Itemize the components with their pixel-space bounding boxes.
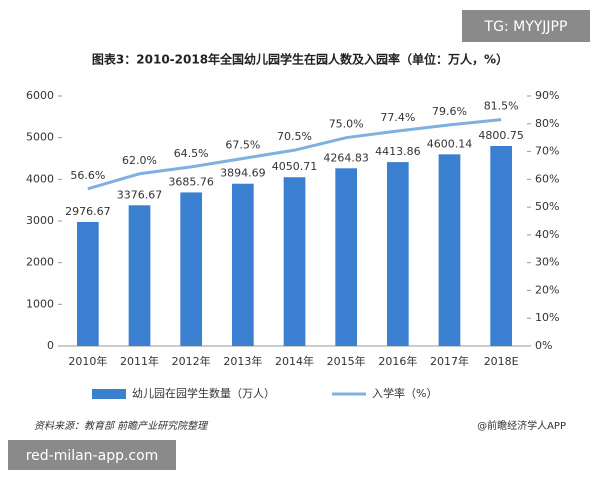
line-value-label: 67.5% — [225, 139, 260, 152]
bar-value-label: 2976.67 — [65, 205, 111, 218]
y2-tick-label: 20% — [535, 283, 559, 296]
line-value-label: 56.6% — [70, 169, 105, 182]
y-tick-label: 1000 — [26, 297, 54, 310]
bar-value-label: 4800.75 — [478, 129, 524, 142]
y-tick-label: 5000 — [26, 131, 54, 144]
bar-value-label: 3376.67 — [117, 188, 163, 201]
source-note: 资料来源：教育部 前瞻产业研究院整理 — [34, 420, 209, 432]
watermark: TG: MYYJJPP — [484, 19, 568, 35]
bar-value-label: 3894.69 — [220, 167, 266, 180]
bar — [490, 145, 513, 346]
watermark-box — [462, 10, 590, 42]
bar-value-label: 4050.71 — [272, 160, 318, 173]
line-value-label: 79.6% — [432, 105, 467, 118]
y2-tick-label: 70% — [535, 145, 559, 158]
x-tick-label: 2017年 — [430, 354, 469, 368]
line — [87, 118, 502, 191]
x-tick-label: 2015年 — [327, 354, 366, 368]
y2-tick-label: 80% — [535, 117, 559, 130]
bar-value-label: 4413.86 — [375, 145, 421, 158]
bar — [438, 154, 461, 346]
line-value-label: 75.0% — [329, 118, 364, 131]
line-value-label: 77.4% — [380, 111, 415, 124]
y-tick-label: 6000 — [26, 89, 54, 102]
bar-value-label: 3685.76 — [168, 175, 214, 188]
line-value-label: 62.0% — [122, 154, 157, 167]
y-tick-label: 4000 — [26, 172, 54, 185]
bar-value-label: 4600.14 — [427, 137, 473, 150]
y2-tick-label: 90% — [535, 89, 559, 102]
x-tick-label: 2011年 — [120, 354, 159, 368]
bar — [386, 162, 409, 346]
credit: @前瞻经济学人APP — [477, 419, 566, 432]
x-tick-label: 2010年 — [68, 354, 107, 368]
y2-tick-label: 30% — [535, 256, 559, 269]
legend-label: 幼儿园在园学生数量（万人） — [132, 386, 275, 400]
line-value-label: 70.5% — [277, 130, 312, 143]
legend-label: 入学率（%） — [372, 386, 437, 400]
y2-tick-label: 60% — [535, 172, 559, 185]
watermark: red-milan-app.com — [26, 448, 159, 464]
bar — [231, 183, 254, 346]
bar — [180, 192, 203, 346]
y-tick-label: 0 — [47, 339, 54, 352]
line-value-label: 81.5% — [484, 100, 519, 113]
bar-value-label: 4264.83 — [323, 151, 369, 164]
bar — [335, 168, 358, 346]
x-tick-label: 2013年 — [223, 354, 262, 368]
chart-title: 图表3：2010-2018年全国幼儿园学生在园人数及入园率（单位：万人，%） — [92, 52, 508, 67]
x-tick-label: 2012年 — [172, 354, 211, 368]
x-tick-label: 2014年 — [275, 354, 314, 368]
line-value-label: 64.5% — [174, 147, 209, 160]
y2-tick-label: 50% — [535, 200, 559, 213]
y-tick-label: 2000 — [26, 256, 54, 269]
y2-tick-label: 10% — [535, 311, 559, 324]
y-tick-label: 3000 — [26, 214, 54, 227]
bar — [128, 205, 151, 346]
x-tick-label: 2016年 — [378, 354, 417, 368]
watermark-box — [8, 440, 176, 470]
x-tick-label: 2018E — [484, 355, 519, 368]
y2-tick-label: 0% — [535, 339, 552, 352]
y2-tick-label: 40% — [535, 228, 559, 241]
bar — [283, 177, 306, 346]
bar — [76, 221, 99, 346]
legend-swatch — [92, 389, 126, 399]
